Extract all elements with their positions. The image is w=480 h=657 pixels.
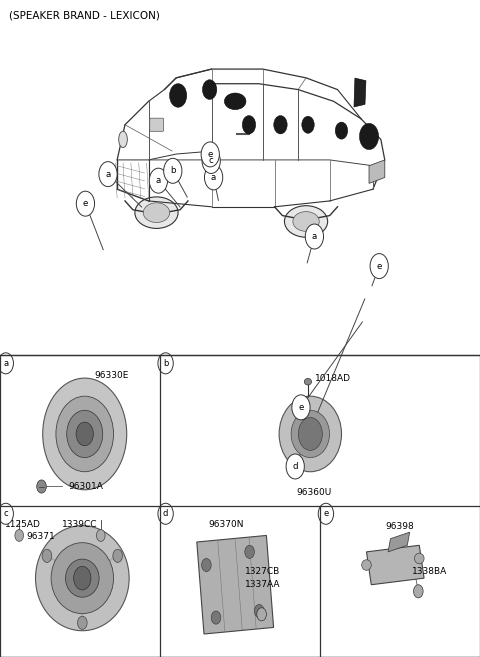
Ellipse shape bbox=[51, 543, 114, 614]
Text: e: e bbox=[376, 261, 382, 271]
Circle shape bbox=[370, 254, 388, 279]
Polygon shape bbox=[354, 78, 366, 107]
Ellipse shape bbox=[362, 560, 372, 570]
Text: 1327CB: 1327CB bbox=[245, 567, 280, 576]
Circle shape bbox=[37, 480, 47, 493]
Ellipse shape bbox=[65, 559, 99, 597]
Circle shape bbox=[360, 124, 379, 150]
Text: a: a bbox=[156, 176, 161, 185]
Circle shape bbox=[254, 604, 264, 618]
Polygon shape bbox=[197, 535, 274, 634]
Text: e: e bbox=[324, 509, 328, 518]
Text: 96370N: 96370N bbox=[209, 520, 244, 530]
Text: 96371: 96371 bbox=[26, 532, 55, 541]
Ellipse shape bbox=[415, 553, 424, 564]
Circle shape bbox=[96, 530, 105, 541]
Text: e: e bbox=[298, 403, 304, 412]
Circle shape bbox=[292, 395, 310, 420]
Ellipse shape bbox=[43, 378, 127, 490]
Circle shape bbox=[286, 454, 304, 479]
Circle shape bbox=[203, 79, 217, 99]
Ellipse shape bbox=[293, 212, 319, 231]
Text: a: a bbox=[106, 170, 110, 179]
Circle shape bbox=[245, 545, 254, 558]
Text: 1339CC: 1339CC bbox=[62, 520, 98, 530]
Polygon shape bbox=[369, 160, 385, 183]
Text: 1125AD: 1125AD bbox=[5, 520, 41, 530]
Circle shape bbox=[164, 158, 182, 183]
Text: c: c bbox=[209, 156, 214, 166]
Text: e: e bbox=[207, 150, 213, 159]
Text: a: a bbox=[312, 232, 317, 241]
Circle shape bbox=[42, 549, 52, 562]
Circle shape bbox=[158, 353, 173, 374]
Ellipse shape bbox=[225, 93, 246, 110]
Text: b: b bbox=[163, 359, 168, 368]
Ellipse shape bbox=[291, 410, 329, 457]
Text: 96301A: 96301A bbox=[44, 482, 103, 491]
Circle shape bbox=[298, 418, 323, 451]
Ellipse shape bbox=[285, 206, 328, 237]
Text: 96360U: 96360U bbox=[296, 488, 331, 497]
Circle shape bbox=[257, 608, 266, 621]
Bar bbox=[0, 355, 480, 657]
Circle shape bbox=[201, 142, 219, 167]
Ellipse shape bbox=[56, 396, 114, 472]
Text: 1018AD: 1018AD bbox=[315, 374, 351, 383]
Text: 1338BA: 1338BA bbox=[412, 567, 447, 576]
Circle shape bbox=[204, 165, 223, 190]
Text: 96398: 96398 bbox=[386, 522, 414, 532]
Text: c: c bbox=[3, 509, 8, 518]
Ellipse shape bbox=[67, 410, 103, 457]
Ellipse shape bbox=[36, 526, 129, 631]
Polygon shape bbox=[367, 545, 424, 585]
Ellipse shape bbox=[304, 378, 312, 385]
Circle shape bbox=[158, 503, 173, 524]
Circle shape bbox=[242, 116, 256, 134]
Text: 96330E: 96330E bbox=[94, 371, 129, 380]
FancyBboxPatch shape bbox=[150, 118, 164, 131]
Circle shape bbox=[202, 558, 211, 572]
Circle shape bbox=[318, 503, 334, 524]
Circle shape bbox=[149, 168, 168, 193]
Text: e: e bbox=[83, 199, 88, 208]
Text: d: d bbox=[163, 509, 168, 518]
Circle shape bbox=[113, 549, 122, 562]
Polygon shape bbox=[388, 532, 410, 552]
Ellipse shape bbox=[135, 197, 178, 229]
Ellipse shape bbox=[279, 396, 341, 472]
Circle shape bbox=[169, 83, 187, 107]
Text: 1337AA: 1337AA bbox=[245, 580, 280, 589]
Text: b: b bbox=[170, 166, 176, 175]
Circle shape bbox=[302, 116, 314, 133]
Circle shape bbox=[202, 148, 220, 173]
Circle shape bbox=[211, 611, 221, 624]
Circle shape bbox=[76, 422, 94, 445]
Circle shape bbox=[15, 530, 24, 541]
Circle shape bbox=[335, 122, 348, 139]
Circle shape bbox=[99, 162, 117, 187]
Text: a: a bbox=[211, 173, 216, 182]
Text: d: d bbox=[292, 462, 298, 471]
Circle shape bbox=[74, 566, 91, 590]
Circle shape bbox=[0, 353, 13, 374]
Text: (SPEAKER BRAND - LEXICON): (SPEAKER BRAND - LEXICON) bbox=[9, 11, 159, 20]
Ellipse shape bbox=[119, 131, 127, 148]
Ellipse shape bbox=[144, 203, 170, 223]
Circle shape bbox=[76, 191, 95, 216]
Circle shape bbox=[0, 503, 13, 524]
Circle shape bbox=[305, 224, 324, 249]
Circle shape bbox=[414, 585, 423, 598]
Circle shape bbox=[274, 116, 287, 134]
Circle shape bbox=[77, 616, 87, 629]
Text: a: a bbox=[3, 359, 8, 368]
